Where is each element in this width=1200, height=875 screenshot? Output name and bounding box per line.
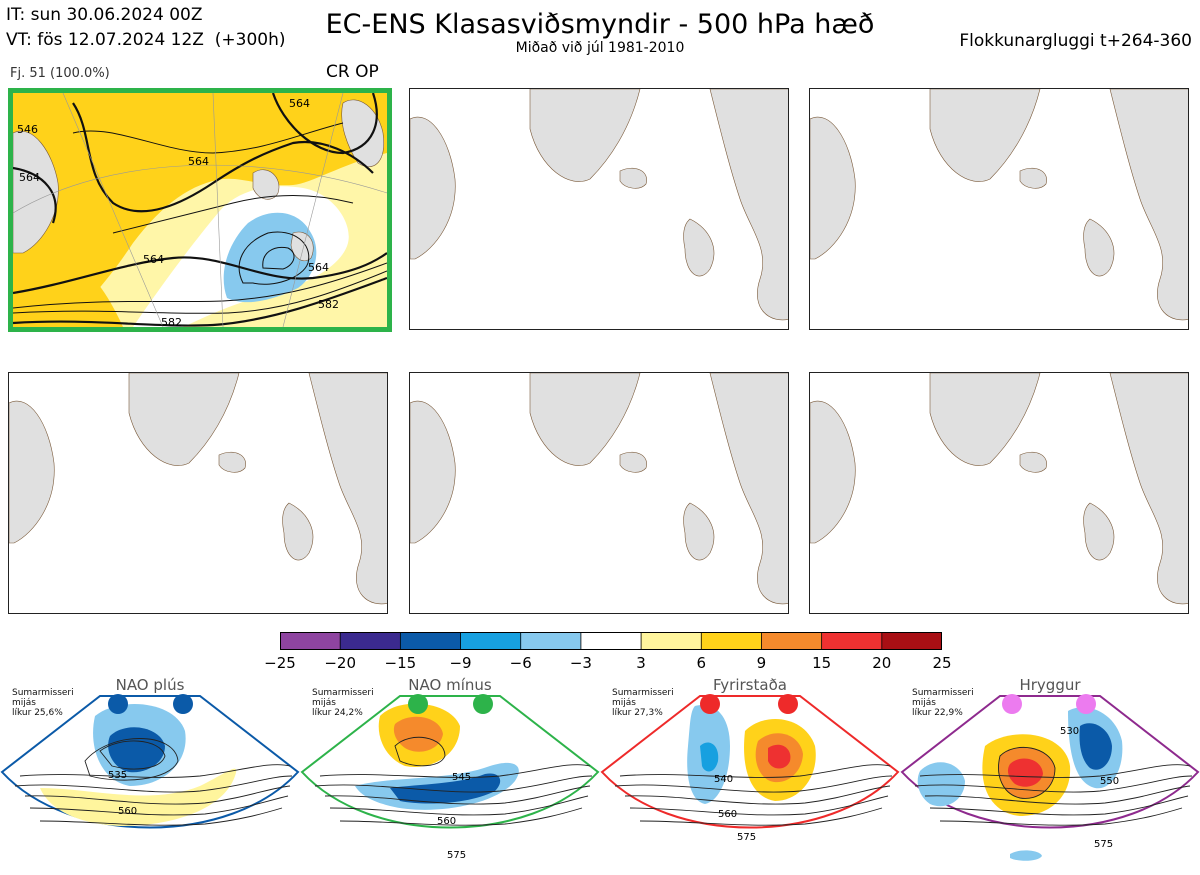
regime-nao-minus[interactable]: 545 560 575 NAO mínus Sumarmisseri mijás… [300, 676, 600, 871]
contour-label: 546 [17, 123, 38, 136]
cr-op-label: CR OP [326, 62, 379, 82]
contour-label: 530 [1060, 726, 1079, 737]
contour-label: 560 [718, 809, 737, 820]
colorbar-cell [520, 632, 582, 650]
contour-label: 560 [118, 806, 137, 817]
regime-map-svg: 540 560 575 [600, 694, 900, 843]
regime-map-svg: 545 560 575 [300, 694, 600, 861]
contour-label: 564 [143, 253, 164, 266]
initial-time: IT: sun 30.06.2024 00Z [6, 5, 203, 25]
contour-label: 575 [447, 850, 466, 861]
regime-title: Hryggur [1019, 676, 1081, 694]
regime-map-svg: 530 550 575 [900, 694, 1200, 861]
classification-window: Flokkunargluggi t+264-360 [959, 31, 1192, 51]
colorbar-tick-label: −6 [509, 654, 532, 672]
colorbar-cell [460, 632, 522, 650]
regime-note: Sumarmisseri mijás líkur 25,6% [12, 688, 74, 718]
contour-label: 564 [308, 261, 329, 274]
regime-nao-plus[interactable]: 535 560 NAO plús Sumarmisseri mijás líku… [0, 676, 300, 871]
page-title: EC-ENS Klasasviðsmyndir - 500 hPa hæð [325, 9, 875, 40]
contour-label: 582 [161, 316, 182, 327]
contour-label: 575 [1094, 839, 1113, 850]
colorbar-tick-label: −9 [449, 654, 472, 672]
colorbar-cell [640, 632, 703, 650]
member-count-label: Fj. 51 (100.0%) [10, 66, 110, 81]
cluster-map-5[interactable] [409, 372, 789, 614]
colorbar-cell [280, 632, 342, 650]
colorbar-tick-label: 6 [696, 654, 707, 672]
regime-note: Sumarmisseri mijás líkur 24,2% [312, 688, 374, 718]
colorbar-tick-label: −25 [264, 654, 296, 672]
colorbar-cell [761, 632, 823, 650]
colorbar-cell [821, 632, 883, 650]
cluster-map-3[interactable] [809, 88, 1189, 330]
map-outline-svg [810, 373, 1188, 605]
colorbar-tick-label: 3 [636, 654, 646, 672]
contour-label: 545 [452, 772, 471, 783]
contour-label: 582 [318, 298, 339, 311]
cluster-map-6[interactable] [809, 372, 1189, 614]
colorbar-tick-label: −20 [324, 654, 356, 672]
page-subtitle: Miðað við júl 1981-2010 [515, 40, 685, 56]
map-outline-svg [410, 89, 788, 321]
colorbar-tick-label: 9 [756, 654, 767, 672]
contour-label: 540 [714, 774, 733, 785]
regime-fyrirstada[interactable]: 540 560 575 Fyrirstaða Sumarmisseri mijá… [600, 676, 900, 871]
colorbar-cell [700, 632, 763, 650]
colorbar-tick-label: −15 [384, 654, 417, 672]
valid-time: VT: fös 12.07.2024 12Z (+300h) [6, 30, 286, 50]
colorbar-cell [580, 632, 642, 650]
cluster-map-2[interactable] [409, 88, 789, 330]
regime-title: Fyrirstaða [713, 676, 787, 694]
colorbar-tick-label: 25 [932, 654, 952, 672]
colorbar-cell [339, 632, 402, 650]
regime-title: NAO mínus [408, 676, 492, 694]
contour-label: 564 [19, 171, 40, 184]
colorbar-cell [399, 632, 462, 650]
regime-map-svg: 535 560 [0, 694, 300, 829]
contour-label: 550 [1100, 776, 1119, 787]
regime-hryggur[interactable]: 530 550 575 Hryggur Sumarmisseri mijás l… [900, 676, 1200, 871]
contour-label: 575 [737, 832, 756, 843]
colorbar-tick-label: 15 [812, 654, 832, 672]
contour-label: 535 [108, 770, 127, 781]
contour-label: 564 [289, 97, 310, 110]
map-outline-svg [810, 89, 1188, 321]
regime-note: Sumarmisseri mijás líkur 27,3% [612, 688, 674, 718]
contour-label: 564 [188, 155, 209, 168]
cluster-map-4[interactable] [8, 372, 388, 614]
colorbar-tick-label: −3 [569, 654, 592, 672]
map-outline-svg [410, 373, 788, 605]
contour-label: 560 [437, 816, 456, 827]
colorbar-tick-label: 20 [872, 654, 892, 672]
main-map-svg: 546 564 564 564 564 582 582 564 [13, 93, 387, 327]
cluster-map-main[interactable]: 546 564 564 564 564 582 582 564 [8, 88, 392, 332]
regime-title: NAO plús [115, 676, 185, 694]
colorbar-cell [881, 632, 942, 650]
colorbar [280, 632, 942, 650]
regime-note: Sumarmisseri mijás líkur 22,9% [912, 688, 974, 718]
map-outline-svg [9, 373, 387, 605]
